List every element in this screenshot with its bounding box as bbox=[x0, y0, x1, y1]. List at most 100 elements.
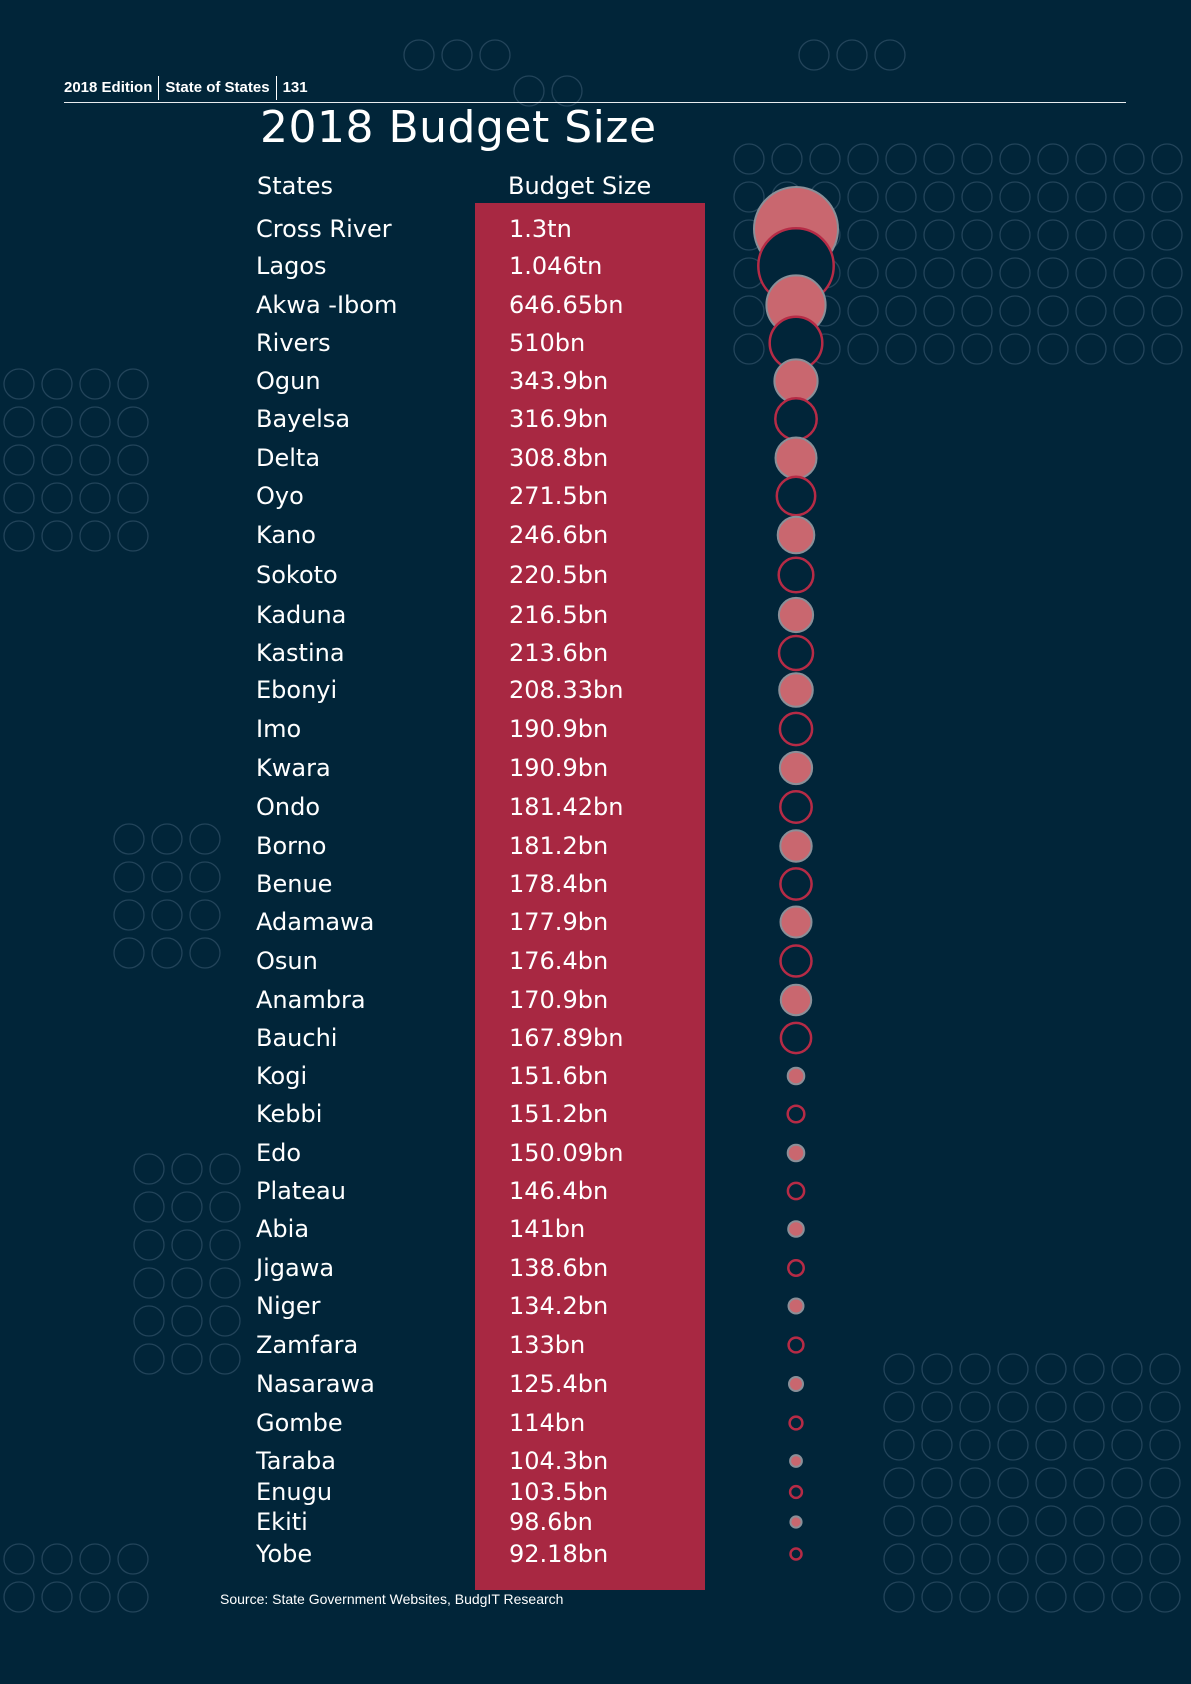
pattern-circle bbox=[847, 257, 879, 289]
budget-value: 216.5bn bbox=[509, 601, 609, 629]
budget-value: 343.9bn bbox=[509, 367, 609, 395]
pattern-circle bbox=[885, 295, 917, 327]
pattern-circle bbox=[151, 823, 183, 855]
state-name: Kano bbox=[256, 521, 316, 549]
pattern-circle bbox=[1035, 1353, 1067, 1385]
budget-bubble bbox=[779, 867, 813, 901]
pattern-circle bbox=[733, 181, 765, 213]
state-name: Kaduna bbox=[256, 601, 347, 629]
state-name: Adamawa bbox=[256, 908, 375, 936]
pattern-circle bbox=[798, 39, 830, 71]
budget-column-panel bbox=[475, 203, 705, 1590]
pattern-circle bbox=[1073, 1391, 1105, 1423]
pattern-circle bbox=[1149, 1505, 1181, 1537]
pattern-circle bbox=[997, 1391, 1029, 1423]
pattern-circle bbox=[847, 143, 879, 175]
pattern-circle bbox=[1035, 1581, 1067, 1613]
budget-value: 271.5bn bbox=[509, 482, 609, 510]
pattern-circle bbox=[847, 333, 879, 365]
pattern-circle bbox=[959, 1581, 991, 1613]
pattern-circle bbox=[1037, 181, 1069, 213]
pattern-circle bbox=[1111, 1467, 1143, 1499]
budget-bubble bbox=[778, 711, 814, 747]
pattern-circle bbox=[959, 1543, 991, 1575]
pattern-circle bbox=[847, 181, 879, 213]
budget-value: 213.6bn bbox=[509, 639, 609, 667]
budget-value: 181.42bn bbox=[509, 793, 624, 821]
pattern-circle bbox=[171, 1343, 203, 1375]
pattern-circle bbox=[1113, 181, 1145, 213]
state-name: Kebbi bbox=[256, 1100, 323, 1128]
budget-value: 104.3bn bbox=[509, 1447, 609, 1475]
pattern-circle bbox=[1111, 1505, 1143, 1537]
pattern-circle bbox=[79, 1581, 111, 1613]
pattern-circle bbox=[79, 444, 111, 476]
pattern-circle bbox=[921, 1391, 953, 1423]
pattern-circle bbox=[1073, 1467, 1105, 1499]
budget-bubble bbox=[789, 1454, 803, 1468]
pattern-circle bbox=[1035, 1505, 1067, 1537]
budget-bubble bbox=[777, 634, 815, 672]
pattern-circle bbox=[923, 143, 955, 175]
pattern-circle bbox=[999, 219, 1031, 251]
pattern-circle bbox=[847, 295, 879, 327]
pattern-circle bbox=[441, 39, 473, 71]
budget-value: 150.09bn bbox=[509, 1139, 624, 1167]
state-name: Edo bbox=[256, 1139, 302, 1167]
pattern-circle bbox=[1035, 1543, 1067, 1575]
budget-bubble bbox=[787, 1259, 805, 1277]
pattern-circle bbox=[1149, 1581, 1181, 1613]
state-name: Benue bbox=[256, 870, 333, 898]
pattern-circle bbox=[3, 1581, 35, 1613]
pattern-circle bbox=[1113, 219, 1145, 251]
pattern-circle bbox=[513, 75, 545, 107]
state-name: Plateau bbox=[256, 1177, 346, 1205]
budget-bubble bbox=[778, 750, 814, 786]
pattern-circle bbox=[133, 1343, 165, 1375]
pattern-circle bbox=[997, 1429, 1029, 1461]
pattern-circle bbox=[1113, 257, 1145, 289]
budget-value: 92.18bn bbox=[509, 1540, 609, 1568]
pattern-circle bbox=[113, 823, 145, 855]
budget-value: 151.6bn bbox=[509, 1062, 609, 1090]
budget-value: 190.9bn bbox=[509, 754, 609, 782]
pattern-circle bbox=[883, 1429, 915, 1461]
pattern-circle bbox=[189, 823, 221, 855]
pattern-circle bbox=[1111, 1429, 1143, 1461]
pattern-circle bbox=[997, 1581, 1029, 1613]
state-name: Kwara bbox=[256, 754, 331, 782]
pattern-circle bbox=[171, 1191, 203, 1223]
budget-value: 114bn bbox=[509, 1409, 586, 1437]
pattern-circle bbox=[921, 1543, 953, 1575]
pattern-circle bbox=[1075, 219, 1107, 251]
pattern-circle bbox=[997, 1543, 1029, 1575]
pattern-circle bbox=[961, 143, 993, 175]
pattern-circle bbox=[921, 1581, 953, 1613]
budget-value: 151.2bn bbox=[509, 1100, 609, 1128]
pattern-circle bbox=[209, 1343, 241, 1375]
budget-bubble bbox=[778, 672, 814, 708]
pattern-circle bbox=[1111, 1391, 1143, 1423]
pattern-circle bbox=[885, 181, 917, 213]
budget-value: 510bn bbox=[509, 329, 586, 357]
budget-bubble bbox=[779, 905, 813, 939]
pattern-circle bbox=[1075, 181, 1107, 213]
pattern-circle bbox=[551, 75, 583, 107]
pattern-circle bbox=[959, 1391, 991, 1423]
pattern-circle bbox=[41, 406, 73, 438]
state-name: Imo bbox=[256, 715, 302, 743]
pattern-circle bbox=[836, 39, 868, 71]
state-name: Delta bbox=[256, 444, 321, 472]
pattern-circle bbox=[117, 1543, 149, 1575]
pattern-circle bbox=[3, 520, 35, 552]
page-header: 2018 Edition State of States 131 bbox=[64, 76, 314, 100]
pattern-circle bbox=[117, 1581, 149, 1613]
budget-value: 133bn bbox=[509, 1331, 586, 1359]
pattern-circle bbox=[1037, 333, 1069, 365]
pattern-circle bbox=[403, 39, 435, 71]
pattern-circle bbox=[961, 333, 993, 365]
budget-value: 646.65bn bbox=[509, 291, 624, 319]
pattern-circle bbox=[117, 368, 149, 400]
budget-value: 208.33bn bbox=[509, 676, 624, 704]
pattern-circle bbox=[209, 1305, 241, 1337]
